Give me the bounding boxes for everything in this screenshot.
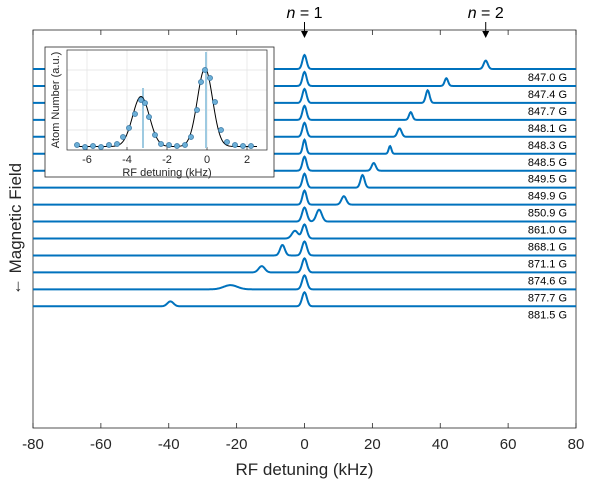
inset-data-point	[174, 143, 180, 149]
trace-label: 849.5 G	[528, 174, 567, 186]
peak-annotation: n = 2	[468, 5, 504, 22]
traces	[33, 53, 576, 308]
inset-x-tick-label: -4	[122, 154, 132, 166]
annotation-arrow-head	[301, 31, 308, 38]
inset-x-tick-label: 0	[204, 154, 210, 166]
trace-label: 848.1 G	[528, 123, 567, 135]
inset-frame	[44, 46, 275, 178]
x-tick-label: -60	[90, 436, 112, 453]
inset-data-point	[98, 144, 104, 150]
inset-x-tick-label: 2	[244, 154, 250, 166]
inset-data-point	[132, 111, 138, 117]
inset-data-point	[248, 143, 254, 149]
x-tick-label: -40	[158, 436, 180, 453]
x-tick-label: 0	[300, 436, 308, 453]
x-tick-label: 20	[364, 436, 381, 453]
inset-data-point	[82, 144, 88, 150]
inset-data-point	[158, 141, 164, 147]
x-tick-label: 40	[432, 436, 449, 453]
x-tick-label: -80	[22, 436, 44, 453]
trace-line	[33, 291, 576, 308]
inset-data-point	[188, 134, 194, 140]
inset-x-tick-label: -6	[82, 154, 92, 166]
trace-label: 847.7 G	[528, 106, 567, 118]
x-axis-title: RF detuning (kHz)	[236, 460, 374, 479]
annotation-arrow-head	[482, 31, 490, 38]
inset-x-tick-label: -2	[162, 154, 172, 166]
trace-line	[33, 172, 576, 189]
annotations: n = 1 n = 2	[286, 5, 504, 38]
inset-data-point	[207, 75, 213, 81]
inset-data-point	[202, 67, 208, 73]
x-tick-label: 80	[568, 436, 585, 453]
inset-data-point	[138, 97, 144, 103]
inset-data-point	[198, 79, 204, 85]
trace-line	[33, 240, 576, 257]
trace-label: 877.7 G	[528, 292, 567, 304]
inset-y-axis-title: Atom Number (a.u.)	[50, 52, 62, 149]
trace-label: 871.1 G	[528, 258, 567, 270]
trace-label: 848.3 G	[528, 140, 567, 152]
inset-fit-line	[75, 67, 257, 147]
inset-data-point	[114, 141, 120, 147]
trace-label: 848.5 G	[528, 157, 567, 169]
trace-label: 849.9 G	[528, 191, 567, 203]
trace-line	[33, 274, 576, 291]
inset-data-point	[166, 142, 172, 148]
inset-data-point	[142, 100, 148, 106]
inset-data-point	[74, 142, 80, 148]
trace-label: 861.0 G	[528, 225, 567, 237]
inset-data-point	[232, 142, 238, 148]
inset-data-point	[106, 142, 112, 148]
inset-data-point	[194, 107, 200, 113]
x-tick-label: -20	[226, 436, 248, 453]
trace-line	[33, 189, 576, 206]
trace-label: 847.4 G	[528, 89, 567, 101]
trace-label: 850.9 G	[528, 208, 567, 220]
inset-data-point	[182, 142, 188, 148]
trace-label: 881.5 G	[528, 309, 567, 321]
inset-data-point	[218, 127, 224, 133]
trace-line	[33, 223, 576, 240]
y-axis-title: ← Magnetic Field	[6, 163, 25, 295]
inset-data-point	[240, 143, 246, 149]
trace-labels: 847.0 G 847.4 G 847.7 G 848.1 G 848.3 G 848.5…	[528, 72, 567, 321]
x-tick-label: 60	[500, 436, 517, 453]
trace-label: 847.0 G	[528, 72, 567, 84]
inset-data-point	[120, 134, 126, 140]
inset-chart: -6 -4 -2 0 2 RF detuning (kHz) Atom Number (a.…	[44, 46, 275, 179]
trace-line	[33, 257, 576, 274]
inset-data-point	[224, 139, 230, 145]
trace-label: 874.6 G	[528, 275, 567, 287]
inset-data-point	[90, 143, 96, 149]
inset-data-point	[126, 125, 132, 131]
inset-data-point	[152, 132, 158, 138]
inset-data-point	[212, 99, 218, 105]
trace-label: 868.1 G	[528, 242, 567, 254]
x-ticks: -80 -60 -40 -20 0 20 40 60 80	[22, 30, 584, 453]
peak-annotation: n = 1	[286, 5, 322, 22]
trace-line	[33, 206, 576, 223]
inset-data-point	[146, 114, 152, 120]
inset-x-axis-title: RF detuning (kHz)	[122, 167, 211, 179]
